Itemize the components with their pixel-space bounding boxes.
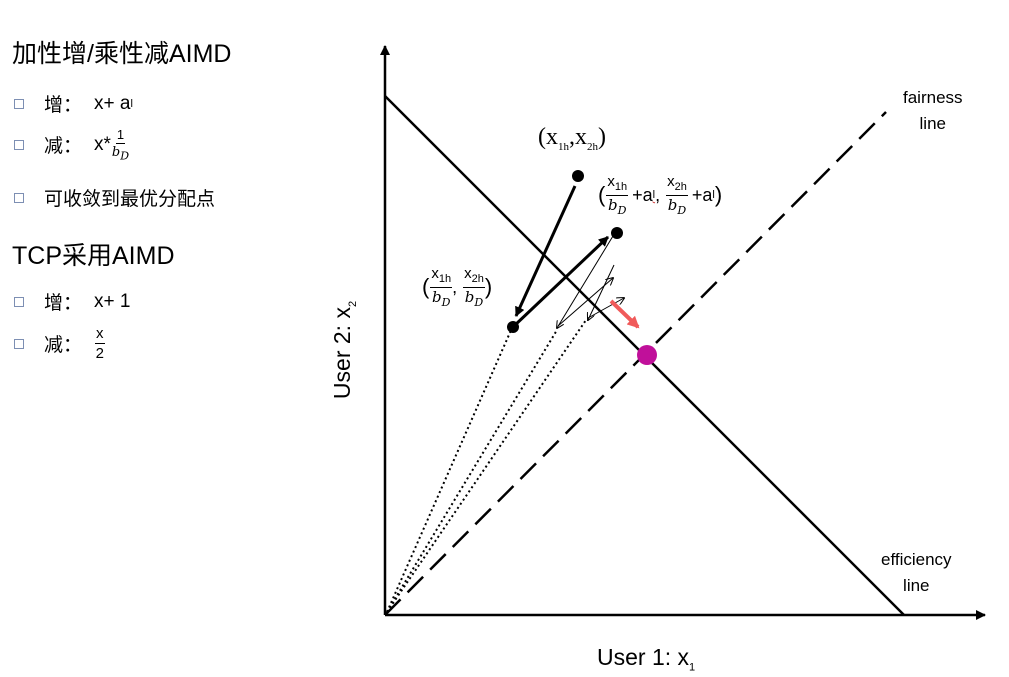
dotted-ray (386, 319, 587, 613)
bullet-head: 增： (44, 293, 83, 314)
fraction-numerator: 1 (115, 127, 126, 144)
decrease-fraction: 1 bD (112, 128, 129, 162)
y-axis-label: User 2: x2 (329, 300, 359, 400)
convergence-arrow (609, 299, 640, 329)
optimal-point (637, 345, 657, 365)
bullet-marker (14, 192, 24, 203)
bullet-tcp-decrease: 减： x 2 (14, 326, 105, 361)
increase-arrow (512, 235, 610, 328)
fairness-line (384, 111, 887, 616)
bullet-marker (14, 338, 24, 349)
bullet-converge: 可收敛到最优分配点 (14, 184, 215, 211)
bullet-decrease: 减： x* 1 bD (14, 128, 129, 162)
decrease-arrow (514, 185, 577, 317)
point-increased (611, 227, 623, 239)
fairness-line-label: fairness line (903, 88, 963, 133)
section-title-tcp: TCP采用AIMD (12, 242, 175, 270)
dotted-ray (386, 329, 558, 613)
bullet-marker (14, 98, 24, 109)
bullet-head: 增： (44, 95, 83, 116)
point-decreased (507, 321, 519, 333)
thin-arrow (588, 264, 615, 320)
bullet-head: 减： (44, 136, 83, 158)
frac-x2h-bd: x2h bD (666, 173, 688, 217)
section-title-aimd: 加性增/乘性减AIMD (12, 40, 232, 68)
bullet-marker (14, 139, 24, 150)
increase-expr: x+ a (94, 92, 131, 114)
dotted-ray (386, 327, 513, 613)
converge-text: 可收敛到最优分配点 (44, 189, 216, 210)
tcp-decrease-fraction: x 2 (95, 326, 105, 361)
point-h (572, 170, 584, 182)
bullet-tcp-increase: 增： x+ 1 (14, 288, 130, 315)
thin-arrow (587, 298, 624, 319)
frac-x1h-bd: x1h bD (606, 173, 629, 217)
point-increased-label: ( x1h bD +a l, x2h bD +a l ) (598, 173, 723, 217)
decrease-expr: x* (94, 133, 111, 155)
thin-arrow (557, 235, 614, 328)
tcp-increase-expr: x+ 1 (94, 290, 131, 312)
x-axis-label: User 1: x1 (597, 644, 696, 674)
point-h-label: (x1h,x2h) (538, 124, 606, 153)
bullet-marker (14, 296, 24, 307)
fraction-numerator: x (95, 325, 105, 344)
fraction-denominator: 2 (95, 345, 104, 362)
point-decreased-label: ( x1h bD , x2h bD ) (422, 265, 493, 309)
efficiency-line-label: efficiency line (881, 550, 952, 595)
frac-x2h-bd: x2h bD (463, 265, 485, 309)
fraction-denominator: bD (111, 145, 130, 163)
frac-x1h-bd: x1h bD (430, 265, 453, 309)
bullet-head: 减： (44, 335, 83, 356)
increase-sub: l (130, 97, 133, 110)
